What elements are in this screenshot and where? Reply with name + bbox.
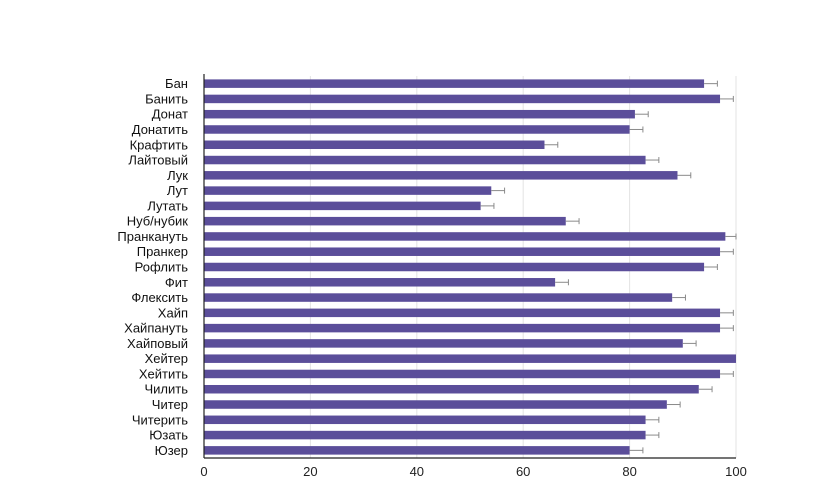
bar: [204, 94, 721, 104]
x-tick-label: 40: [410, 464, 424, 479]
bar: [204, 278, 556, 287]
bar: [204, 125, 630, 134]
bar: [204, 384, 699, 394]
category-label: Нуб/нубик: [127, 214, 189, 229]
bar: [204, 339, 683, 348]
bar: [204, 186, 492, 195]
bar: [204, 446, 630, 455]
bar: [204, 323, 721, 333]
category-label: Юзер: [155, 443, 188, 458]
bar: [204, 430, 646, 440]
category-label: Лайтовый: [128, 153, 188, 168]
category-label: Лук: [167, 168, 188, 183]
category-label: Хейтер: [145, 351, 188, 366]
x-tick-label: 100: [725, 464, 747, 479]
category-label: Банить: [145, 91, 188, 106]
category-label: Хайпануть: [124, 321, 188, 336]
bar: [204, 155, 646, 165]
bar: [204, 171, 678, 180]
bar: [204, 201, 481, 211]
bar: [204, 293, 673, 302]
bar: [204, 232, 726, 241]
bar: [204, 369, 721, 379]
bar: [204, 400, 667, 409]
category-label: Читер: [152, 397, 188, 412]
bars: [204, 79, 736, 455]
category-label: Хейтить: [139, 366, 188, 381]
category-label: Юзать: [149, 428, 188, 443]
bar: [204, 308, 721, 318]
category-label: Бан: [165, 76, 188, 91]
category-label: Хайп: [158, 305, 188, 320]
bar: [204, 415, 646, 425]
bar: [204, 140, 545, 150]
category-label: Чилить: [144, 382, 188, 397]
x-tick-labels: 0 20 40 60 80 100: [200, 464, 746, 479]
x-tick-label: 60: [516, 464, 530, 479]
category-label: Лутать: [147, 198, 188, 213]
category-labels: БанБанитьДонатДонатитьКрафтитьЛайтовыйЛу…: [117, 76, 188, 458]
bar: [204, 354, 736, 363]
bar: [204, 247, 721, 256]
x-tick-label: 20: [303, 464, 317, 479]
category-label: Донатить: [132, 122, 188, 137]
category-label: Донат: [152, 107, 188, 122]
category-label: Крафтить: [130, 137, 189, 152]
category-label: Лут: [167, 183, 188, 198]
bar: [204, 109, 635, 119]
category-label: Пранкануть: [117, 229, 188, 244]
bar: [204, 262, 705, 272]
category-label: Хайповый: [127, 336, 188, 351]
bar: [204, 79, 705, 88]
category-label: Флексить: [131, 290, 188, 305]
bar: [204, 216, 566, 226]
category-label: Читерить: [132, 412, 188, 427]
category-label: Фит: [165, 275, 188, 290]
error-bars: [480, 80, 737, 454]
axes: [203, 74, 736, 459]
category-label: Рофлить: [135, 260, 189, 275]
x-tick-label: 80: [622, 464, 636, 479]
x-tick-label: 0: [200, 464, 207, 479]
category-label: Пранкер: [137, 244, 188, 259]
